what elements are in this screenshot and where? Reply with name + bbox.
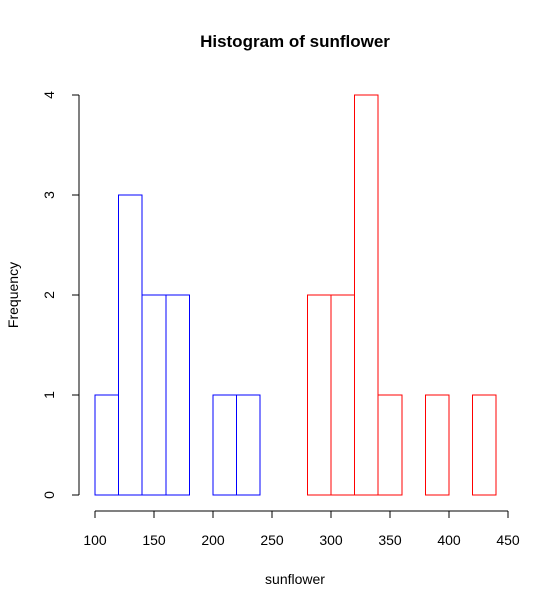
histogram-bar	[354, 94, 379, 496]
x-axis-label: sunflower	[265, 571, 325, 587]
histogram-bar	[236, 394, 261, 496]
histogram-bar	[377, 394, 403, 496]
y-tick-label: 1	[41, 391, 57, 399]
x-tick-label: 350	[378, 532, 402, 548]
bars-layer	[94, 94, 497, 496]
x-axis: 100 150 200 250 300 350 400 450	[83, 510, 520, 548]
y-tick-label: 4	[41, 91, 57, 99]
x-tick-label: 300	[319, 532, 343, 548]
x-tick-label: 450	[496, 532, 520, 548]
x-tick-label: 200	[201, 532, 225, 548]
histogram-bar	[424, 394, 450, 496]
histogram-bar	[94, 394, 120, 496]
chart-title: Histogram of sunflower	[200, 32, 390, 51]
histogram-bar	[141, 294, 167, 496]
x-tick-label: 100	[83, 532, 107, 548]
histogram-bar	[165, 294, 190, 496]
series-2	[306, 94, 497, 496]
x-tick-label: 250	[260, 532, 284, 548]
histogram-bar	[306, 294, 332, 496]
y-axis: 0 1 2 3 4	[41, 91, 80, 499]
y-axis-label: Frequency	[5, 262, 21, 328]
histogram-bar	[472, 394, 497, 496]
y-tick-label: 3	[41, 191, 57, 199]
histogram-bar	[212, 394, 238, 496]
y-tick-label: 2	[41, 291, 57, 299]
series-1	[94, 194, 261, 496]
histogram-bar	[330, 294, 356, 496]
histogram-bar	[118, 194, 143, 496]
y-tick-label: 0	[41, 491, 57, 499]
x-tick-label: 400	[437, 532, 461, 548]
x-tick-label: 150	[142, 532, 166, 548]
